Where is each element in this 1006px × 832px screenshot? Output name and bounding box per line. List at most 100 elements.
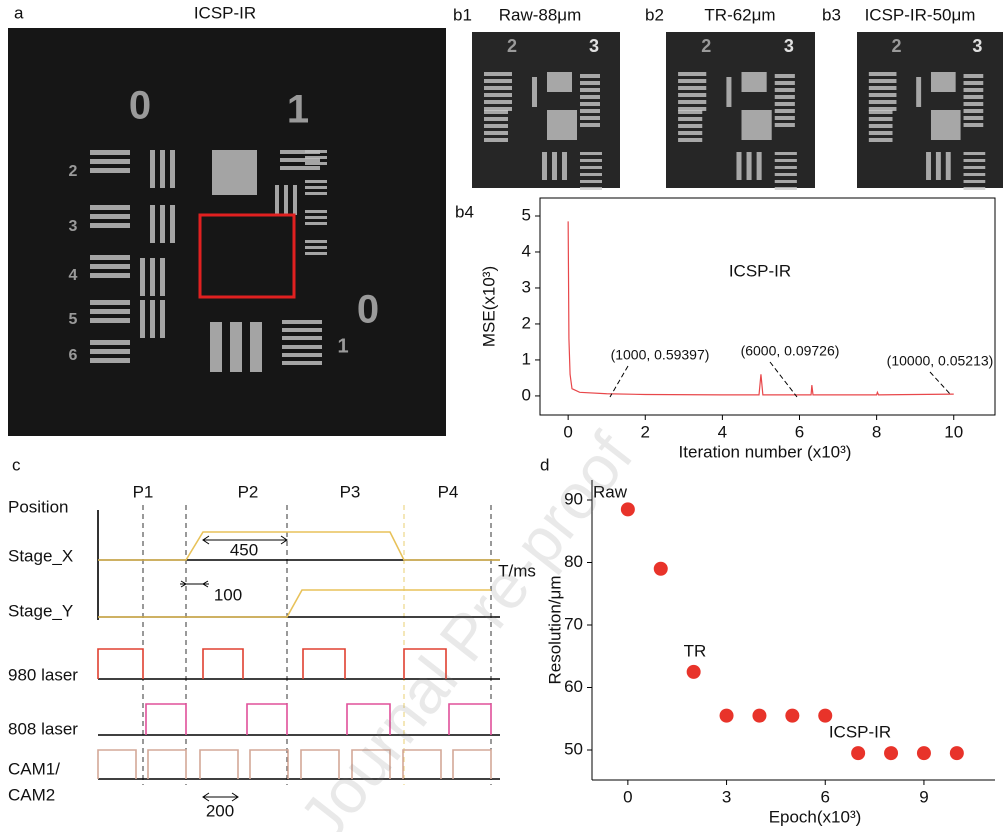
leader-line (930, 372, 951, 395)
row-label: Stage_X (8, 546, 73, 565)
target-bar (90, 264, 130, 269)
target-bar (775, 166, 797, 169)
target-bar (869, 86, 897, 90)
target-bar (936, 152, 941, 180)
target-bar (293, 185, 297, 215)
target-bar (775, 88, 795, 92)
target-bar (160, 300, 165, 338)
target-bar (775, 102, 795, 106)
target-bar (305, 150, 327, 153)
target-bar (140, 258, 145, 296)
target-bar (964, 180, 986, 183)
target-bar (931, 72, 956, 92)
plot-frame (540, 198, 995, 415)
target-bar (90, 309, 130, 314)
target-bar (305, 246, 327, 249)
image-label: 2 (701, 36, 711, 56)
target-bar (305, 216, 327, 219)
target-bar (90, 358, 130, 363)
target-bar (916, 77, 921, 107)
point (950, 746, 964, 760)
target-bar (736, 152, 741, 180)
target-bar (742, 72, 767, 92)
point (752, 709, 766, 723)
target-bar (869, 100, 897, 104)
image-label: 3 (69, 218, 78, 235)
target-bar (305, 192, 327, 195)
target-bar (775, 74, 795, 78)
point (621, 502, 635, 516)
target-bar (726, 77, 731, 107)
target-bar (90, 318, 130, 323)
point (785, 709, 799, 723)
y-tick-label: 50 (564, 739, 583, 758)
panel-label: a (14, 3, 24, 22)
leader-line (770, 362, 797, 397)
annotation: (10000, 0.05213) (887, 353, 994, 369)
panel-title: ICSP-IR-50μm (865, 5, 976, 24)
target-bar (282, 328, 322, 332)
panel-label: b2 (645, 5, 664, 24)
target-bar (150, 150, 155, 188)
y-tick-label: 60 (564, 677, 583, 696)
row-label: CAM1/ (8, 759, 60, 778)
x-tick-label: 9 (919, 787, 928, 806)
target-bar (250, 322, 262, 372)
target-bar (678, 100, 706, 104)
point (687, 665, 701, 679)
target-bar (305, 210, 327, 213)
target-bar (775, 109, 795, 113)
y-tick-label: 5 (522, 205, 531, 224)
target-bar (580, 81, 600, 85)
y-tick-label: 1 (522, 349, 531, 368)
image-label: 0 (357, 288, 379, 332)
target-bar (90, 205, 130, 210)
row-label: Position (8, 497, 68, 516)
target-bar (580, 123, 600, 127)
target-bar (964, 152, 986, 155)
target-bar (90, 340, 130, 345)
target-bar (747, 152, 752, 180)
annotation: (6000, 0.09726) (741, 343, 840, 359)
target-bar (580, 102, 600, 106)
image-label: 3 (784, 36, 794, 56)
target-bar (305, 180, 327, 183)
target-bar (484, 138, 508, 142)
target-bar (532, 77, 537, 107)
target-bar (580, 152, 602, 155)
target-bar (282, 353, 322, 357)
target-bar (775, 123, 795, 127)
target-bar (580, 159, 602, 162)
target-bar (964, 159, 986, 162)
target-bar (90, 300, 130, 305)
target-bar (678, 93, 706, 97)
target-bar (580, 95, 600, 99)
target-bar (964, 102, 984, 106)
target-bar (946, 152, 951, 180)
target-bar (305, 222, 327, 225)
target-bar (484, 124, 508, 128)
row-label: 980 laser (8, 665, 78, 684)
y-tick-label: 70 (564, 614, 583, 633)
target-bar (547, 72, 572, 92)
target-bar (678, 86, 706, 90)
target-bar (964, 116, 984, 120)
target-bar (170, 205, 175, 243)
target-bar (484, 131, 508, 135)
duration-label: 450 (230, 540, 258, 559)
target-bar (580, 173, 602, 176)
target-bar (580, 180, 602, 183)
target-bar (580, 88, 600, 92)
image-label: 2 (507, 36, 517, 56)
target-bar (926, 152, 931, 180)
target-bar (678, 72, 706, 76)
target-bar (775, 159, 797, 162)
panel-label: b1 (453, 5, 472, 24)
figure: a ICSP-IR 012345601 b1 Raw-88μm b2 TR-62… (0, 0, 1006, 832)
target-bar (869, 110, 893, 114)
target-bar (580, 166, 602, 169)
target-bar (964, 173, 986, 176)
target-bar (484, 110, 508, 114)
target-bar (678, 117, 702, 121)
